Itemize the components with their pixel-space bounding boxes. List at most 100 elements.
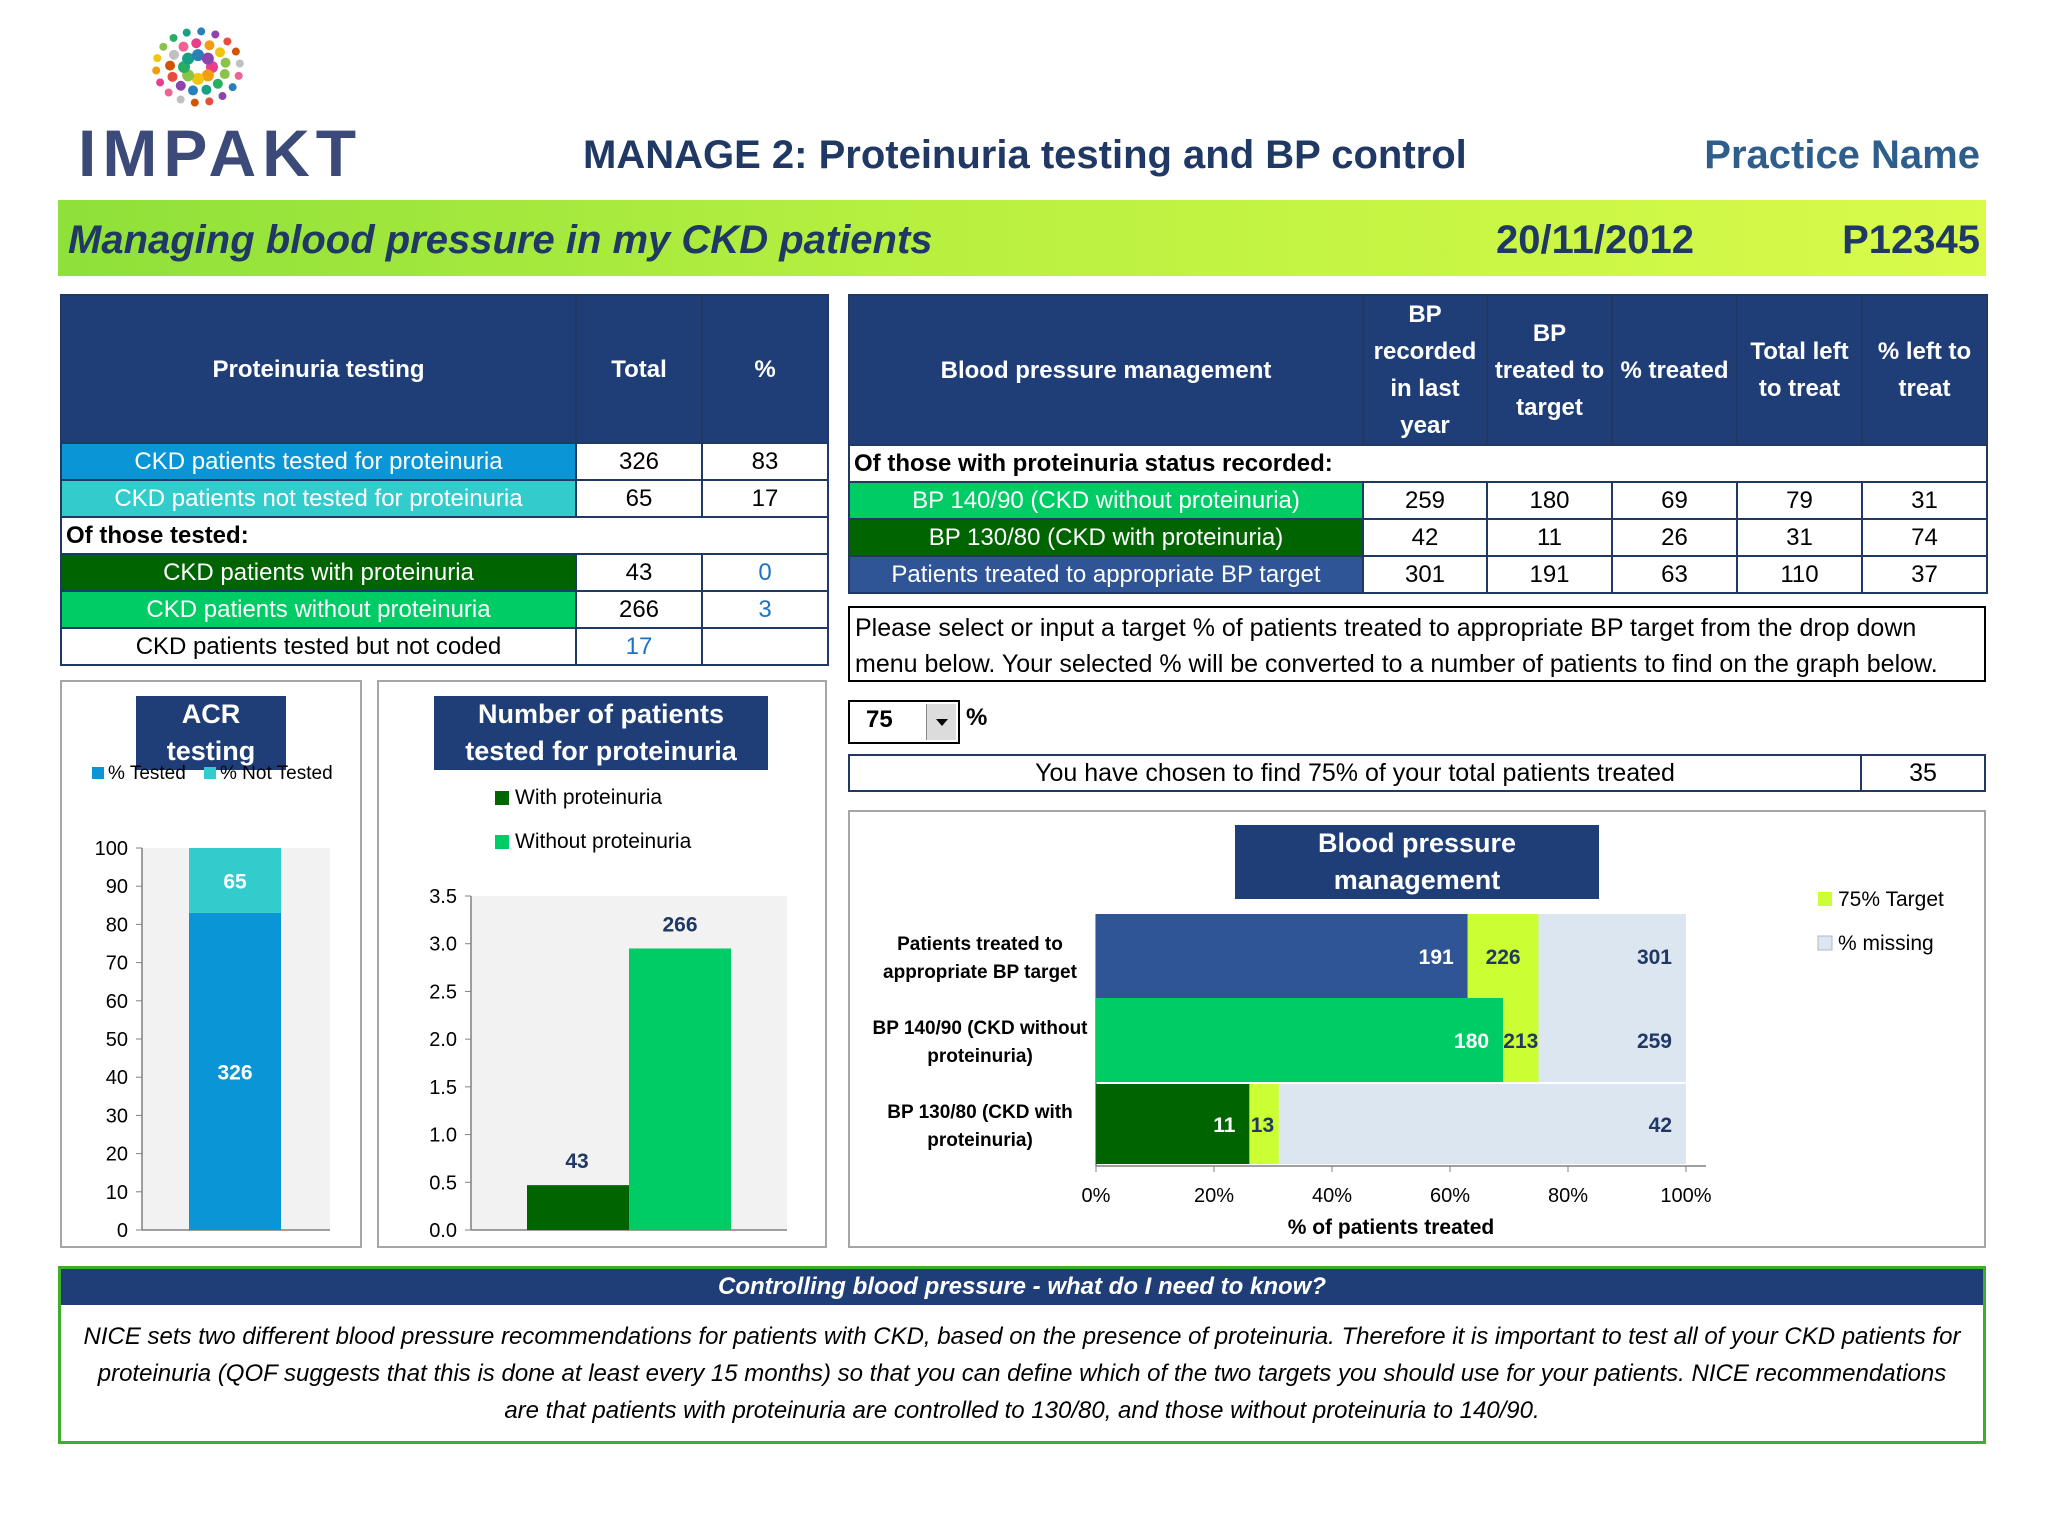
logo-dot: [205, 97, 214, 106]
logo-dot: [176, 95, 185, 104]
y-tick-label: 60: [106, 991, 128, 1013]
logo-dot: [165, 60, 176, 71]
dropdown-arrow-button[interactable]: [926, 704, 956, 740]
y-tick-label: 50: [106, 1029, 128, 1051]
y-tick-label: 3.0: [429, 934, 457, 956]
y-tick-label: 2.5: [429, 981, 457, 1003]
logo-text: IMPAKT: [78, 116, 363, 190]
row-recorded: 259: [1362, 481, 1488, 520]
data-label: 180: [1454, 1030, 1489, 1053]
category-label: proteinuria): [927, 1046, 1033, 1067]
logo-dot: [182, 28, 191, 37]
info-heading: Controlling blood pressure - what do I n…: [61, 1269, 1983, 1305]
data-label: 326: [217, 1061, 252, 1084]
row-pct: 3: [701, 590, 829, 629]
logo-dot: [169, 49, 180, 60]
logo-dot: [167, 71, 178, 82]
banner-title: Managing blood pressure in my CKD patien…: [68, 218, 933, 262]
data-label: 259: [1637, 1030, 1672, 1053]
chosen-divider: [1860, 754, 1862, 792]
logo-dot: [178, 41, 189, 52]
report-title: MANAGE 2: Proteinuria testing and BP con…: [583, 133, 1467, 177]
data-label: 11: [1213, 1114, 1236, 1137]
col-header-pct: %: [701, 294, 829, 444]
row-total: 43: [575, 553, 703, 592]
y-tick-label: 40: [106, 1067, 128, 1089]
chosen-summary-text: You have chosen to find 75% of your tota…: [1035, 759, 1675, 787]
bar-segment: [1249, 1084, 1279, 1164]
data-label: 266: [662, 913, 697, 936]
data-label: 213: [1503, 1030, 1538, 1053]
bar-segment: [1096, 1084, 1250, 1164]
row-label: CKD patients not tested for proteinuria: [60, 479, 577, 518]
target-pct-sign: %: [966, 704, 988, 731]
row-label: CKD patients without proteinuria: [60, 590, 577, 629]
table-row: CKD patients tested but not coded 17: [60, 627, 829, 666]
logo-dot: [211, 30, 220, 39]
table-row: BP 140/90 (CKD without proteinuria) 259 …: [848, 481, 1988, 520]
logo-dot: [223, 37, 232, 46]
legend-swatch: [1818, 892, 1832, 906]
chosen-summary-box: [848, 754, 1986, 792]
data-label: 226: [1486, 946, 1521, 969]
legend-label: % missing: [1838, 932, 1934, 955]
row-pct-left: 37: [1861, 555, 1988, 594]
bar: [629, 948, 731, 1230]
data-label: 42: [1649, 1114, 1672, 1137]
acr-testing-panel: ACR testing % Tested % Not Tested 0 10 20 30 4…: [60, 680, 362, 1248]
logo-dot: [201, 69, 214, 82]
legend-swatch: [92, 767, 104, 779]
patients-tested-panel: Number of patients tested for proteinuri…: [377, 680, 827, 1248]
bar-segment: [1467, 914, 1539, 998]
logo-dot: [234, 71, 243, 80]
logo-dot: [197, 27, 206, 36]
logo-dot: [212, 78, 223, 89]
y-tick-label: 90: [106, 876, 128, 898]
row-left: 110: [1736, 555, 1863, 594]
row-pct: 0: [701, 553, 829, 592]
data-label: 191: [1419, 946, 1454, 969]
y-tick-label: 0: [117, 1220, 128, 1242]
data-label: 65: [223, 870, 247, 893]
row-pct-left: 31: [1861, 481, 1988, 520]
y-tick-label: 1.0: [429, 1125, 457, 1147]
category-label: proteinuria): [927, 1130, 1033, 1151]
logo-dot: [156, 78, 165, 87]
logo-dot: [201, 84, 212, 95]
data-label: 13: [1251, 1114, 1274, 1137]
row-label: Patients treated to appropriate BP targe…: [848, 555, 1364, 594]
legend-swatch: [204, 767, 216, 779]
logo-dot: [152, 66, 161, 75]
row-recorded: 42: [1362, 518, 1488, 557]
logo-dot: [191, 38, 202, 49]
target-select-value[interactable]: 75: [866, 706, 893, 733]
practice-id: P12345: [1842, 218, 1980, 262]
banner-bar: [58, 200, 1986, 276]
row-pct-treated: 63: [1611, 555, 1738, 594]
col-header-left: Total left to treat: [1736, 294, 1863, 446]
y-tick-label: 70: [106, 953, 128, 975]
x-axis-label: % of patients treated: [1288, 1216, 1495, 1239]
logo-dot: [159, 42, 168, 51]
row-label: CKD patients tested for proteinuria: [60, 442, 577, 481]
bp-management-panel: Blood pressure management 0% 20% 40% 60% 80%…: [848, 810, 1986, 1248]
x-tick-label: 60%: [1430, 1185, 1470, 1207]
bar-segment: [1503, 998, 1539, 1082]
logo-dot: [192, 49, 204, 62]
bar-segment: [189, 848, 281, 913]
col-header-proteinuria: Proteinuria testing: [60, 294, 577, 444]
y-tick-label: 2.0: [429, 1029, 457, 1051]
table-row: CKD patients tested for proteinuria 326 …: [60, 442, 829, 481]
table-row: CKD patients without proteinuria 266 3: [60, 590, 829, 629]
y-tick-label: 3.5: [429, 886, 457, 908]
row-total: 17: [575, 627, 703, 666]
col-header-bp: Blood pressure management: [848, 294, 1364, 446]
logo-dot: [218, 92, 227, 101]
row-pct-left: 74: [1861, 518, 1988, 557]
row-left: 31: [1736, 518, 1863, 557]
y-tick-label: 0.5: [429, 1172, 457, 1194]
bar-segment: [1096, 914, 1468, 998]
report-date: 20/11/2012: [1496, 218, 1694, 262]
row-left: 79: [1736, 481, 1863, 520]
data-label: 301: [1637, 946, 1672, 969]
